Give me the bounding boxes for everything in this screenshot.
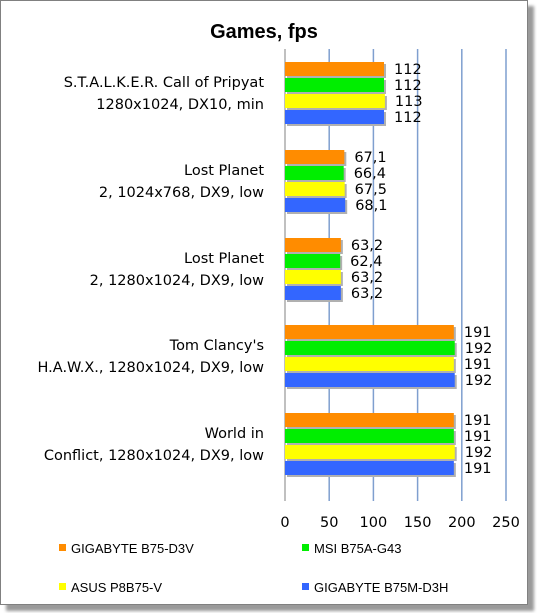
tick-label: 200 bbox=[448, 515, 476, 531]
bar bbox=[285, 254, 341, 268]
value-label: 192 bbox=[465, 445, 493, 461]
bar bbox=[285, 94, 385, 108]
category-label: Conflict, 1280x1024, DX9, low bbox=[44, 448, 264, 464]
value-label: 66,4 bbox=[354, 166, 386, 182]
value-label: 63,2 bbox=[351, 238, 383, 254]
chart-frame: Games, fps 112 112 113 112 67,1 66,4 67,5 68,1 6… bbox=[0, 0, 528, 605]
legend-label: GIGABYTE B75M-D3H bbox=[314, 580, 448, 595]
legend: GIGABYTE B75-D3V MSI B75A-G43 ASUS P8B75-V… bbox=[59, 541, 448, 595]
category-label: Tom Clancy's bbox=[169, 338, 264, 354]
value-label: 63,2 bbox=[351, 286, 383, 302]
category-label: H.A.W.X., 1280x1024, DX9, low bbox=[38, 360, 265, 376]
value-label: 192 bbox=[465, 373, 493, 389]
category-label: 2, 1024x768, DX9, low bbox=[99, 185, 264, 201]
category-label: Lost Planet bbox=[184, 251, 264, 267]
value-label: 112 bbox=[394, 110, 422, 126]
category-labels: S.T.A.L.K.E.R. Call of Pripyat 1280x1024,… bbox=[38, 75, 265, 464]
value-labels: 11211211311267,166,467,568,163,262,463,2… bbox=[350, 62, 492, 477]
value-label: 68,1 bbox=[355, 198, 387, 214]
category-label: World in bbox=[205, 426, 264, 442]
value-label: 112 bbox=[394, 78, 422, 94]
legend-swatch bbox=[302, 583, 309, 590]
tick-label: 150 bbox=[404, 515, 432, 531]
bar bbox=[285, 357, 454, 371]
value-label: 191 bbox=[464, 357, 492, 373]
bar bbox=[285, 341, 455, 355]
category-label: S.T.A.L.K.E.R. Call of Pripyat bbox=[64, 75, 265, 91]
value-label: 67,5 bbox=[355, 182, 387, 198]
bar-chart: Games, fps 11211211311267,166,467,568,16… bbox=[38, 21, 520, 595]
tick-label: 250 bbox=[492, 515, 520, 531]
tick-label: 100 bbox=[360, 515, 388, 531]
value-label: 113 bbox=[395, 94, 423, 110]
value-label: 191 bbox=[464, 413, 492, 429]
bar bbox=[285, 238, 341, 252]
bar bbox=[285, 373, 455, 387]
tick-label: 0 bbox=[280, 515, 289, 531]
bar bbox=[285, 78, 385, 92]
category-label: 1280x1024, DX10, min bbox=[96, 97, 264, 113]
bar bbox=[285, 166, 344, 180]
bar bbox=[285, 461, 454, 475]
value-label: 112 bbox=[394, 62, 422, 78]
value-label: 67,1 bbox=[354, 150, 386, 166]
bar bbox=[285, 445, 455, 459]
value-label: 63,2 bbox=[351, 270, 383, 286]
bars bbox=[285, 62, 457, 477]
chart-title: Games, fps bbox=[210, 21, 318, 43]
legend-label: MSI B75A-G43 bbox=[314, 541, 401, 556]
bar bbox=[285, 429, 454, 443]
bar bbox=[285, 110, 385, 124]
value-label: 191 bbox=[464, 325, 492, 341]
bar bbox=[285, 286, 341, 300]
bar bbox=[285, 270, 341, 284]
bar bbox=[285, 325, 454, 339]
bar bbox=[285, 413, 454, 427]
value-label: 62,4 bbox=[350, 254, 382, 270]
legend-label: GIGABYTE B75-D3V bbox=[71, 541, 194, 556]
category-label: Lost Planet bbox=[184, 163, 264, 179]
x-axis-ticks: 0 50 100 150 200 250 bbox=[280, 515, 519, 531]
legend-swatch bbox=[59, 583, 66, 590]
bar bbox=[285, 182, 345, 196]
value-label: 191 bbox=[464, 429, 492, 445]
value-label: 191 bbox=[464, 461, 492, 477]
tick-label: 50 bbox=[320, 515, 338, 531]
bar bbox=[285, 198, 346, 212]
legend-label: ASUS P8B75-V bbox=[71, 580, 162, 595]
bar bbox=[285, 150, 345, 164]
category-label: 2, 1280x1024, DX9, low bbox=[90, 273, 264, 289]
bar bbox=[285, 62, 385, 76]
legend-swatch bbox=[302, 544, 309, 551]
legend-swatch bbox=[59, 544, 66, 551]
value-label: 192 bbox=[465, 341, 493, 357]
